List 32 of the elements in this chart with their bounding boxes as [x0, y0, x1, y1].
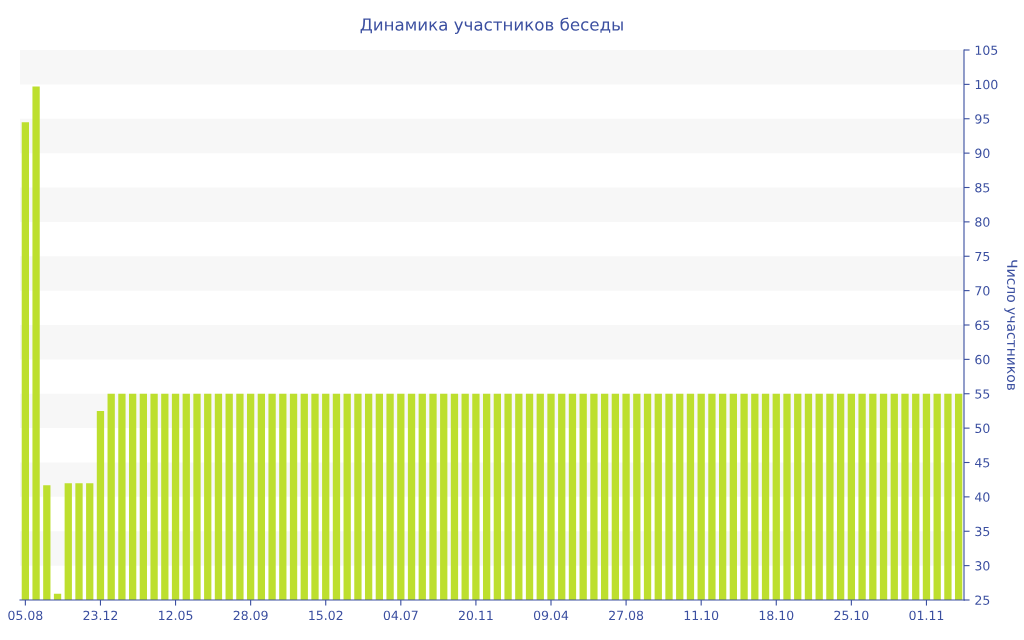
y-axis-title: Число участников — [1004, 260, 1018, 391]
chart-title: Динамика участников беседы — [360, 17, 623, 35]
y-tick-label: 40 — [975, 492, 990, 502]
x-tick-label: 23.12 — [83, 610, 118, 621]
x-tick-label: 01.11 — [909, 610, 944, 621]
x-tick-label: 11.10 — [684, 610, 719, 621]
y-tick-label: 30 — [975, 561, 990, 571]
y-tick-label: 75 — [975, 251, 990, 262]
y-tick-label: 85 — [975, 182, 990, 193]
y-tick-label: 55 — [975, 389, 990, 399]
y-tick-label: 95 — [975, 114, 990, 124]
y-tick-label: 25 — [975, 595, 990, 605]
x-tick-label: 15.02 — [309, 610, 343, 621]
y-tick-label: 80 — [975, 217, 990, 227]
y-tick-label: 60 — [975, 354, 990, 365]
y-tick-label: 35 — [975, 526, 990, 537]
x-tick-label: 12.05 — [159, 610, 193, 621]
x-tick-label: 18.10 — [759, 610, 794, 621]
y-tick-label: 50 — [975, 423, 990, 434]
x-tick-label: 20.11 — [458, 610, 493, 621]
y-tick-label: 45 — [975, 458, 990, 468]
x-tick-label: 27.08 — [609, 610, 644, 621]
y-tick-label: 70 — [975, 286, 990, 296]
x-tick-label: 04.07 — [383, 610, 418, 621]
y-tick-label: 90 — [975, 148, 990, 159]
x-tick-label: 28.09 — [233, 610, 268, 621]
x-tick-label: 09.04 — [533, 610, 569, 621]
y-tick-label: 65 — [975, 320, 990, 330]
y-tick-label: 105 — [975, 45, 998, 55]
x-tick-label: 05.08 — [8, 610, 43, 621]
y-tick-label: 100 — [975, 79, 998, 90]
x-tick-label: 25.10 — [834, 610, 869, 621]
